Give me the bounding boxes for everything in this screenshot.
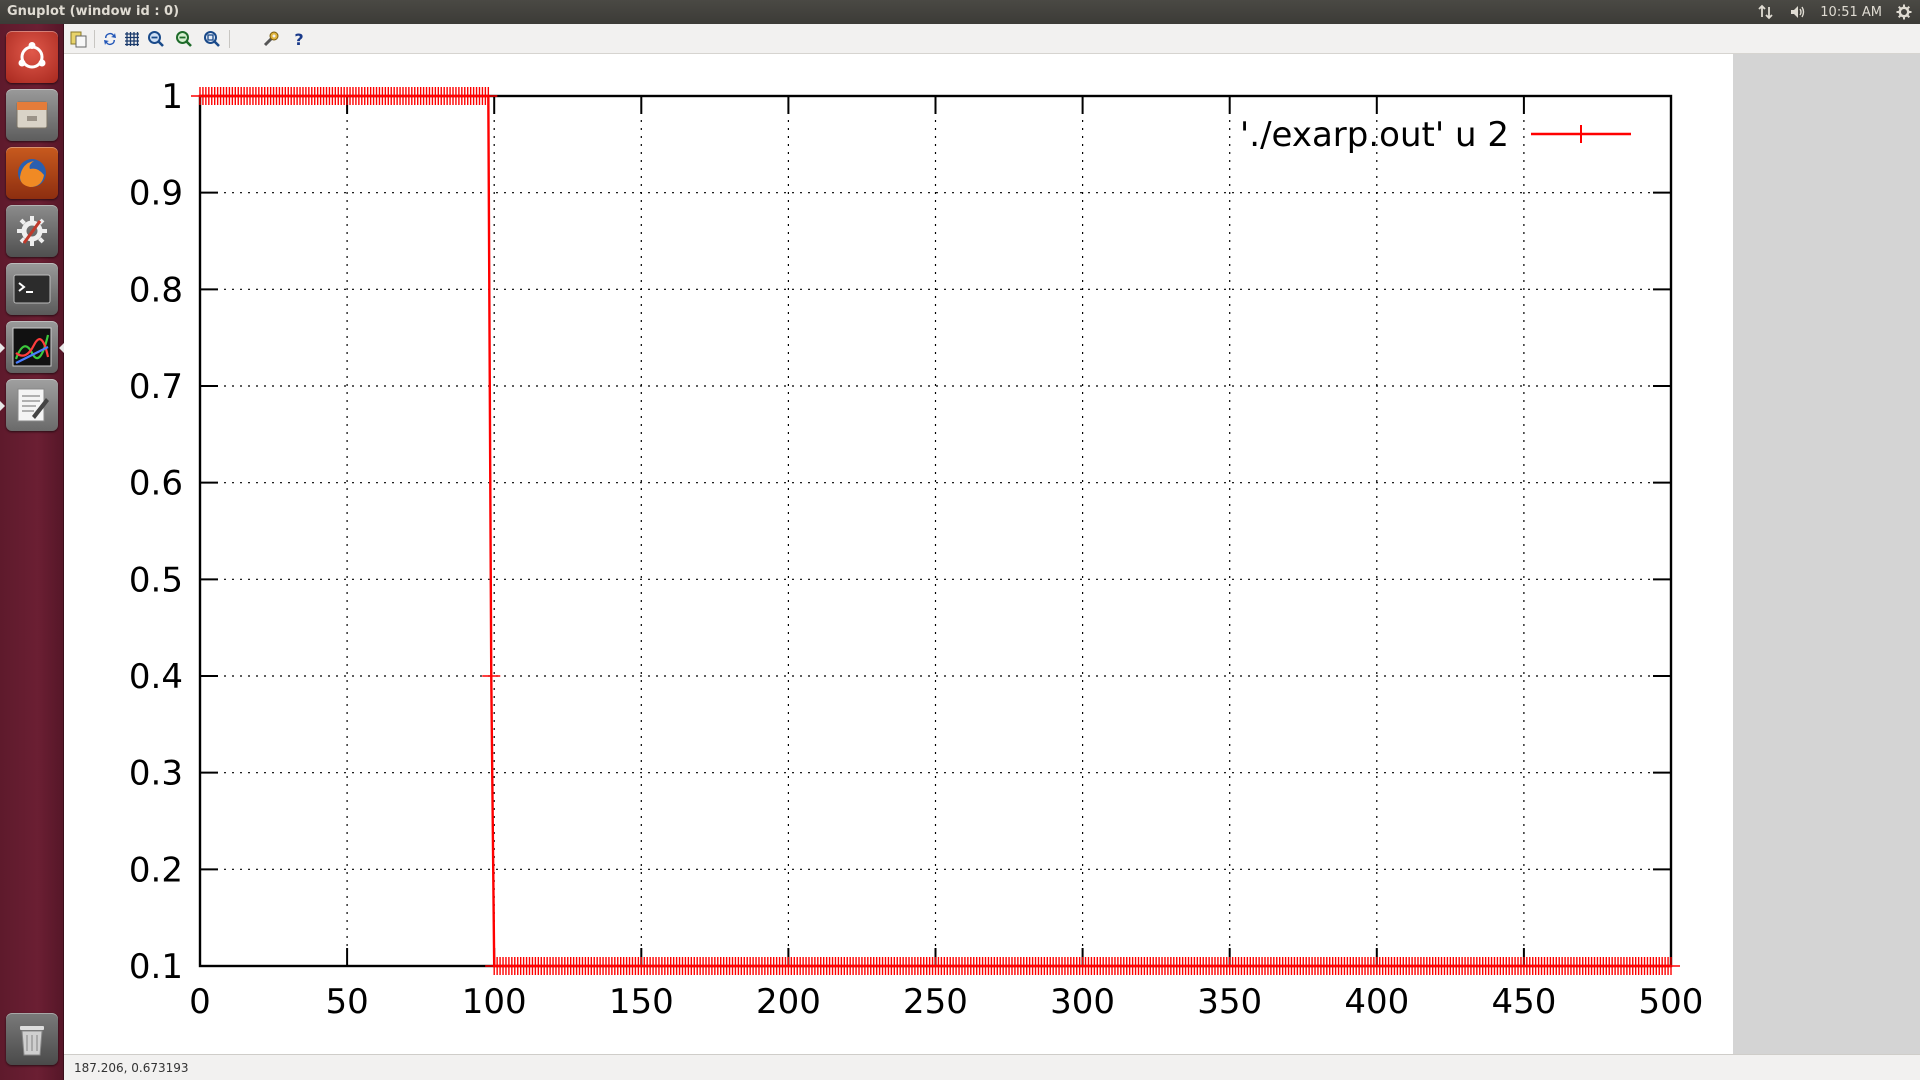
y-tick-label: 0.2 [129,850,183,890]
top-panel: Gnuplot (window id : 0) 10:51 AM [0,0,1920,24]
files-icon[interactable] [6,89,58,141]
mouse-coordinates: 187.206, 0.673193 [74,1061,189,1075]
x-tick-label: 50 [325,982,368,1022]
y-tick-label: 0.7 [129,367,183,407]
zoom-next-icon[interactable] [173,28,195,50]
x-tick-label: 300 [1050,982,1115,1022]
help-icon[interactable]: ? [288,28,310,50]
x-tick-label: 200 [756,982,821,1022]
x-tick-label: 500 [1639,982,1704,1022]
gnuplot-icon[interactable] [0,321,64,373]
x-tick-label: 250 [903,982,968,1022]
options-icon[interactable] [260,28,282,50]
series-line [200,94,1671,968]
svg-text:?: ? [294,30,303,48]
plot-canvas[interactable]: 0 50 100 150 200 250 300 350 400 450 500 0.1 0.2 0.3 0… [64,54,1733,1054]
y-tick-label: 0.6 [129,464,183,504]
window-title: Gnuplot (window id : 0) [7,4,180,19]
x-tick-label: 400 [1344,982,1409,1022]
legend-marker [1572,125,1590,143]
firefox-icon[interactable] [6,147,58,199]
y-tick-label: 1 [161,77,183,117]
grid-icon[interactable] [121,28,143,50]
system-settings-icon[interactable] [6,205,58,257]
autoscale-icon[interactable] [201,28,223,50]
copy-clipboard-icon[interactable] [68,28,90,50]
text-editor-icon[interactable] [0,379,58,431]
y-tick-label: 0.5 [129,560,183,600]
network-arrows-icon[interactable] [1756,2,1776,22]
y-tick-label: 0.4 [129,657,183,697]
y-tick-label: 0.8 [129,270,183,310]
x-tick-label: 150 [609,982,674,1022]
panel-indicators: 10:51 AM [1756,2,1914,22]
zoom-previous-icon[interactable] [145,28,167,50]
chart[interactable]: 0 50 100 150 200 250 300 350 400 450 500 0.1 0.2 0.3 0… [64,54,1733,1054]
x-tick-label: 100 [462,982,527,1022]
x-tick-label: 0 [189,982,211,1022]
settings-gear-icon[interactable] [1894,2,1914,22]
ubuntu-dash-icon[interactable] [6,31,58,83]
x-tick-label: 450 [1491,982,1556,1022]
replot-icon[interactable] [99,28,121,50]
status-bar: 187.206, 0.673193 [64,1054,1920,1080]
y-tick-label: 0.1 [129,947,183,987]
x-tick-label: 350 [1197,982,1262,1022]
y-tick-label: 0.3 [129,754,183,794]
volume-icon[interactable] [1788,2,1808,22]
trash-icon[interactable] [6,1013,58,1065]
terminal-icon[interactable] [6,263,58,315]
series-markers [191,87,1680,975]
clock[interactable]: 10:51 AM [1820,4,1882,20]
legend-label: './exarp.out' u 2 [1240,115,1509,155]
y-tick-label: 0.9 [129,174,183,214]
plot-side-margin [1733,54,1920,1054]
plot-border [198,94,1673,968]
launcher [0,24,64,1080]
gnuplot-toolbar: ? [64,24,1920,54]
